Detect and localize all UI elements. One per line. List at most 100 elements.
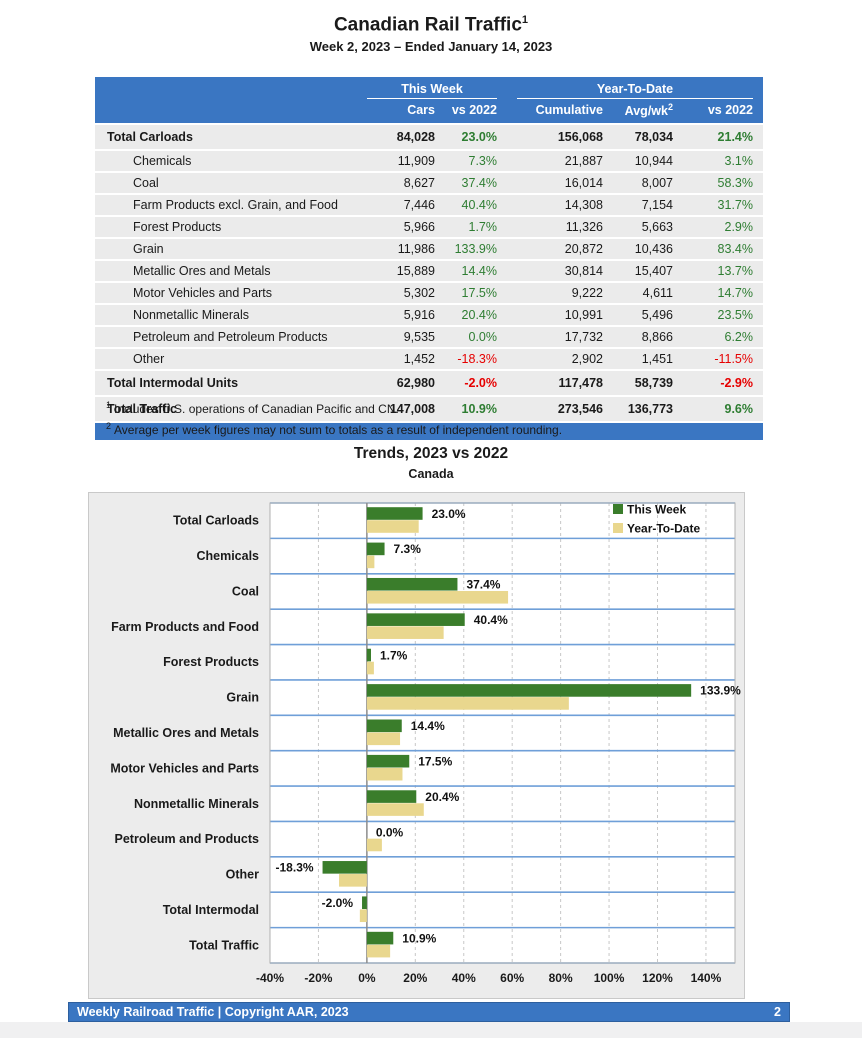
table-row: Forest Products 5,966 1.7% 11,326 5,663 2.9% <box>95 217 763 238</box>
trends-chart-svg: Total Carloads 23.0% Chemicals 7.3% Coal 37.4… <box>89 493 744 998</box>
cell-wk-vs2022: 14.4% <box>461 264 497 279</box>
table-header: This Week Year-To-Date Cars vs 2022 Cumu… <box>95 77 763 124</box>
x-tick-label: 60% <box>500 971 524 985</box>
category-label: Total Intermodal <box>163 903 259 917</box>
bar-value-label: 40.4% <box>474 613 508 627</box>
bar-year-to-date <box>366 590 509 604</box>
bar-year-to-date <box>366 803 424 816</box>
cell-cumulative: 10,991 <box>564 308 603 323</box>
table-row: Motor Vehicles and Parts 5,302 17.5% 9,222 4… <box>95 283 763 304</box>
bar-this-week <box>366 542 385 556</box>
cell-wk-vs2022: 133.9% <box>454 242 497 257</box>
row-label: Farm Products excl. Grain, and Food <box>133 198 338 213</box>
row-label: Total Intermodal Units <box>107 376 239 391</box>
chart-title: Trends, 2023 vs 2022 <box>353 445 509 462</box>
footer-page-number: 2 <box>774 1005 781 1019</box>
cell-cars: 62,980 <box>396 376 435 391</box>
page-title-text: Canadian Rail Traffic <box>333 14 522 36</box>
x-tick-label: 120% <box>642 971 673 985</box>
legend-label: Year-To-Date <box>627 522 700 536</box>
column-header-cumulative: Cumulative <box>535 103 603 118</box>
table-row: Petroleum and Petroleum Products 9,535 0.0… <box>95 327 763 348</box>
table-row: Metallic Ores and Metals 15,889 14.4% 30,81… <box>95 261 763 282</box>
row-label: Metallic Ores and Metals <box>133 264 271 279</box>
bar-this-week <box>366 507 423 520</box>
cell-avgwk: 58,739 <box>634 376 673 391</box>
page-subtitle: Week 2, 2023 – Ended January 14, 2023 <box>309 39 553 55</box>
bar-value-label: -2.0% <box>322 896 354 910</box>
cell-avgwk: 78,034 <box>634 130 673 145</box>
group-header-this-week: This Week <box>367 82 497 99</box>
cell-wk-vs2022: 1.7% <box>468 220 498 235</box>
cell-cumulative: 14,308 <box>564 198 603 213</box>
cell-avgwk: 8,007 <box>641 176 673 191</box>
avgwk-footnote-marker: 2 <box>667 102 673 112</box>
bar-this-week <box>366 648 371 662</box>
cell-avgwk: 10,944 <box>634 154 673 169</box>
footnotes: 1 Includes U.S. operations of Canadian Pa… <box>106 400 562 442</box>
row-label: Total Carloads <box>107 130 193 145</box>
table-group-header-row: This Week Year-To-Date <box>95 82 763 99</box>
bar-value-label: 1.7% <box>380 648 408 662</box>
cell-cumulative: 17,732 <box>564 330 603 345</box>
cell-cumulative: 9,222 <box>571 286 603 301</box>
cell-wk-vs2022: 37.4% <box>461 176 497 191</box>
cell-cars: 147,008 <box>389 402 435 417</box>
cell-ytd-vs2022: 21.4% <box>717 130 753 145</box>
cell-avgwk: 5,496 <box>641 308 673 323</box>
bar-value-label: 37.4% <box>466 578 500 592</box>
cell-cars: 5,916 <box>403 308 435 323</box>
category-label: Coal <box>232 584 259 598</box>
row-label: Motor Vehicles and Parts <box>133 286 272 301</box>
table-row: Coal 8,627 37.4% 16,014 8,007 58.3% <box>95 173 763 194</box>
table-end-bar <box>95 423 763 441</box>
x-tick-label: 100% <box>594 971 625 985</box>
row-label: Nonmetallic Minerals <box>133 308 250 323</box>
column-header-cars: Cars <box>407 103 435 118</box>
row-label: Grain <box>133 242 164 257</box>
table-row: Chemicals 11,909 7.3% 21,887 10,944 3.1% <box>95 151 763 172</box>
plot-border <box>269 502 736 964</box>
footnote-marker: 2 <box>106 421 112 431</box>
table-row: Grain 11,986 133.9% 20,872 10,436 83.4% <box>95 239 763 260</box>
cell-cars: 8,627 <box>403 176 435 191</box>
cell-avgwk: 15,407 <box>634 264 673 279</box>
cell-cumulative: 156,068 <box>557 130 603 145</box>
bar-this-week <box>366 719 402 733</box>
cell-cumulative: 2,902 <box>571 352 603 367</box>
cell-ytd-vs2022: 58.3% <box>717 176 753 191</box>
x-tick-label: 80% <box>549 971 573 985</box>
bar-value-label: 10.9% <box>402 931 436 945</box>
cell-cars: 11,986 <box>397 242 435 257</box>
bar-value-label: 20.4% <box>425 790 459 804</box>
table-row: Other 1,452 -18.3% 2,902 1,451 -11.5% <box>95 349 763 370</box>
cell-cars: 5,302 <box>403 286 435 301</box>
bar-year-to-date <box>366 555 375 569</box>
cell-cumulative: 117,478 <box>558 376 604 391</box>
table-row: Total Traffic 147,008 10.9% 273,546 136,773 9… <box>95 397 763 422</box>
cell-ytd-vs2022: -11.5% <box>714 352 753 367</box>
cell-cumulative: 21,887 <box>564 154 603 169</box>
bar-value-label: 0.0% <box>376 825 404 839</box>
bar-year-to-date <box>366 732 401 746</box>
bar-year-to-date <box>366 661 374 675</box>
cell-wk-vs2022: -2.0% <box>464 376 497 391</box>
bar-this-week <box>322 861 367 874</box>
x-tick-label: -20% <box>304 971 332 985</box>
cell-cars: 7,446 <box>403 198 435 213</box>
cell-wk-vs2022: 20.4% <box>461 308 497 323</box>
bar-value-label: -18.3% <box>276 861 314 875</box>
bar-this-week <box>366 790 417 803</box>
cell-cars: 1,452 <box>403 352 435 367</box>
table-column-header-row: Cars vs 2022 Cumulative Avg/wk2 vs 2022 <box>95 99 763 123</box>
cell-wk-vs2022: 23.0% <box>461 130 497 145</box>
cell-cumulative: 20,872 <box>564 242 603 257</box>
page-bottom-margin <box>0 1022 862 1038</box>
bar-value-label: 17.5% <box>418 754 452 768</box>
group-header-year-to-date: Year-To-Date <box>517 82 753 99</box>
cell-wk-vs2022: -18.3% <box>457 352 497 367</box>
column-header-wk-vs2022: vs 2022 <box>451 103 497 118</box>
cell-ytd-vs2022: 6.2% <box>724 330 754 345</box>
category-label: Farm Products and Food <box>111 620 259 634</box>
cell-avgwk: 1,451 <box>641 352 673 367</box>
